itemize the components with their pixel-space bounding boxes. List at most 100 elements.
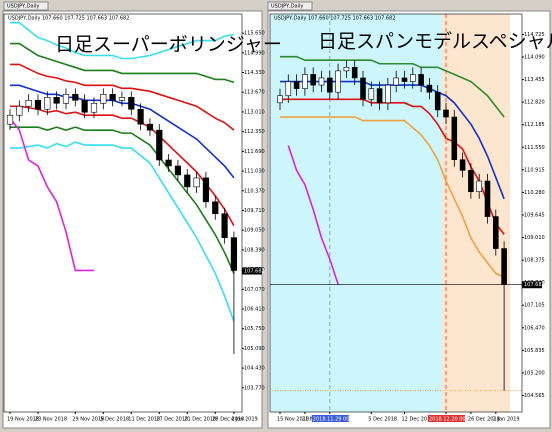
cursor-date-box — [311, 415, 349, 422]
x-tick-label: 5 Dec 2018 — [100, 417, 129, 423]
y-tick-label: 109.050 — [244, 228, 265, 234]
price-label: 107.682 — [244, 269, 265, 275]
candle-body — [62, 94, 70, 104]
candle-body — [44, 97, 51, 110]
candle-body — [302, 74, 308, 89]
y-tick-label: 110.915 — [524, 167, 545, 173]
y-tick-label: 109.010 — [524, 235, 545, 241]
candle-body — [81, 99, 88, 113]
y-tick-label: 112.350 — [244, 129, 265, 135]
candle-body — [385, 84, 391, 104]
candle-body — [34, 99, 42, 110]
y-tick-label: 107.070 — [244, 287, 265, 293]
candle-body — [418, 74, 424, 86]
y-tick-label: 111.690 — [244, 149, 265, 155]
candle-body — [293, 81, 300, 89]
y-tick-label: 107.105 — [524, 303, 545, 309]
x-tick-label: 2018.11.29 00:00 — [313, 417, 358, 423]
candle-body — [193, 177, 200, 188]
y-tick-label: 106.410 — [244, 306, 265, 312]
candle-body — [25, 99, 32, 107]
band-line — [10, 21, 235, 60]
band-line — [10, 141, 235, 322]
x-tick-label: 28 Dec 2018 — [212, 417, 244, 423]
candle-body — [368, 88, 375, 100]
tab[interactable] — [267, 1, 313, 11]
candle-body — [156, 129, 163, 161]
candle-body — [443, 109, 449, 118]
tab-label: USDJPY,Daily — [271, 4, 303, 10]
candle-body — [484, 180, 491, 217]
x-tick-label: 5 Dec 2018 — [368, 417, 397, 423]
chart-title: 日足スーパーボリンジャー — [55, 34, 282, 56]
candle-body — [318, 77, 325, 86]
chart-subtitle: USDJPY,Daily 107.660 107.725 107.663 107… — [274, 16, 395, 22]
candle-body — [351, 67, 358, 79]
y-tick-label: 108.375 — [524, 258, 545, 264]
candle-body — [165, 159, 172, 167]
candle-body — [109, 94, 116, 101]
x-tick-label: 11 Dec 2018 — [128, 417, 160, 423]
tab-label: USDJPY,Daily — [7, 4, 39, 10]
y-tick-label: 113.455 — [524, 77, 545, 83]
candle-body — [230, 237, 238, 271]
y-tick-label: 103.770 — [244, 385, 265, 391]
y-tick-label: 109.710 — [244, 208, 265, 214]
candle-body — [310, 74, 316, 86]
y-tick-label: 112.185 — [524, 122, 545, 128]
candle-body — [459, 159, 466, 171]
candle-body — [493, 216, 499, 249]
y-tick-label: 114.090 — [524, 54, 545, 60]
candle-body — [277, 95, 283, 104]
y-tick-label: 104.565 — [524, 393, 545, 399]
band-line — [10, 126, 235, 274]
y-tick-label: 108.390 — [244, 247, 265, 253]
candle-body — [426, 84, 433, 93]
y-tick-label: 104.430 — [244, 366, 265, 372]
y-tick-label: 114.330 — [244, 70, 265, 76]
candle-body — [360, 77, 366, 100]
x-tick-label: 26 Dec 2018 — [468, 417, 500, 423]
band-line — [287, 145, 339, 285]
candle-body — [376, 88, 383, 104]
x-tick-label: 4 Jan 2019 — [231, 417, 258, 423]
plot-border — [269, 13, 523, 413]
y-tick-label: 115.650 — [244, 31, 265, 37]
x-tick-label: 21 Dec 2018 — [184, 417, 216, 423]
y-tick-label: 105.750 — [244, 326, 265, 332]
candle-body — [118, 97, 126, 101]
band-line — [10, 63, 235, 131]
candle-body — [343, 67, 350, 72]
y-tick-label: 110.370 — [244, 188, 265, 194]
plot-border — [3, 13, 243, 413]
y-tick-label: 112.820 — [524, 100, 545, 106]
candle-body — [72, 94, 79, 101]
tab[interactable] — [3, 1, 49, 11]
band-line — [280, 116, 505, 278]
band-line — [280, 98, 505, 235]
x-tick-label: 15 Nov 2018 — [277, 417, 309, 423]
price-box — [242, 267, 262, 275]
candle-body — [285, 81, 292, 97]
candle-body — [184, 174, 191, 188]
candle-body — [137, 108, 144, 125]
chart-subtitle: USDJPY,Daily 107.660 107.725 107.663 107… — [8, 16, 129, 22]
band-line — [280, 55, 505, 118]
x-tick-label: 19 Nov 2018 — [7, 417, 39, 423]
y-tick-label: 105.090 — [244, 346, 265, 352]
x-tick-label: 12 Dec 2018 — [402, 417, 434, 423]
candle-body — [16, 105, 23, 116]
price-box — [522, 281, 542, 289]
y-tick-label: 109.645 — [524, 212, 545, 218]
candle-body — [221, 213, 228, 238]
x-tick-label: 17 Dec 2018 — [156, 417, 188, 423]
y-tick-label: 105.200 — [524, 370, 545, 376]
shade-region — [442, 14, 510, 412]
candle-body — [393, 77, 399, 86]
x-tick-label: 2018.12.20 00:00 — [429, 417, 474, 423]
candle-body — [468, 170, 474, 192]
candle-body — [501, 248, 507, 285]
candle-body — [174, 165, 182, 176]
